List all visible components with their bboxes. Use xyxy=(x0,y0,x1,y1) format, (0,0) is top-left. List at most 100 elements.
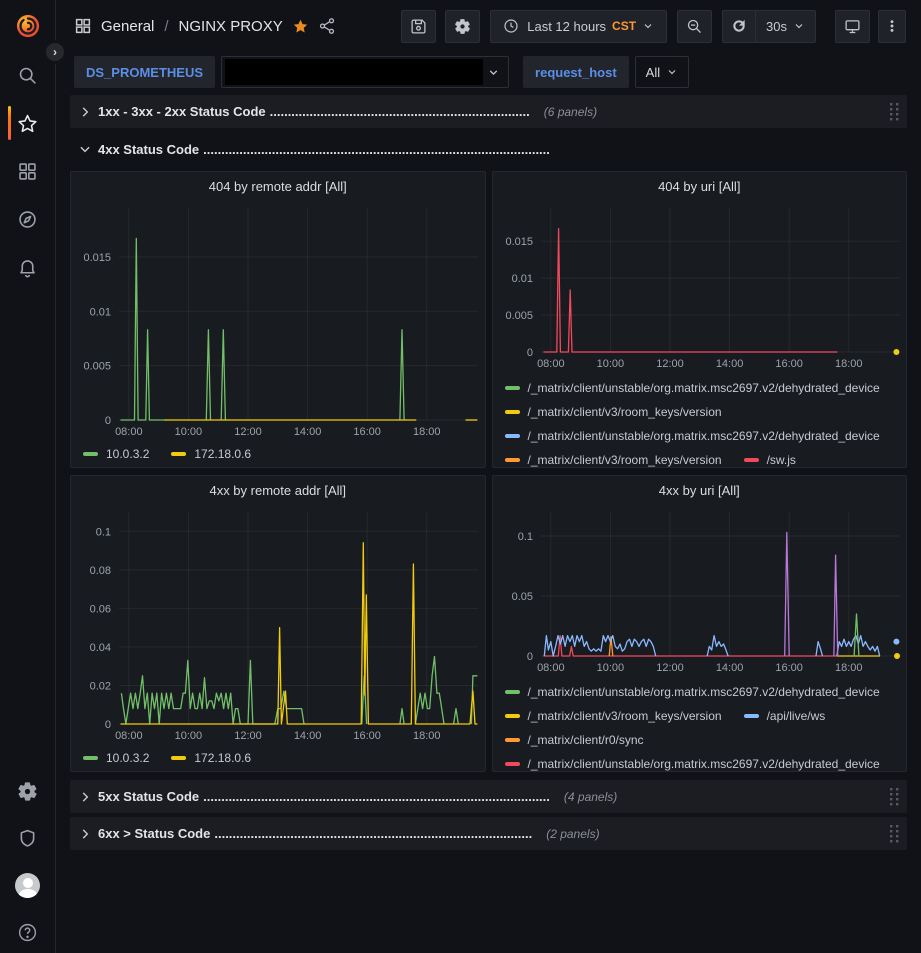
legend-item[interactable]: 10.0.3.2 xyxy=(83,746,149,770)
legend-item[interactable]: /_matrix/client/unstable/org.matrix.msc2… xyxy=(504,424,880,448)
zoom-out-time-button[interactable] xyxy=(677,9,713,43)
dashboards-grid-icon xyxy=(19,162,36,180)
legend-swatch xyxy=(504,690,520,694)
svg-text:08:00: 08:00 xyxy=(115,426,143,438)
share-button[interactable] xyxy=(318,17,336,35)
sidebar-item-help[interactable] xyxy=(0,921,56,943)
chevron-right-icon xyxy=(82,828,89,839)
legend-label: /_matrix/client/unstable/org.matrix.msc2… xyxy=(527,429,880,443)
legend-swatch xyxy=(83,755,98,760)
panel-title[interactable]: 404 by remote addr [All] xyxy=(208,178,347,194)
svg-text:0.01: 0.01 xyxy=(511,273,532,285)
panel-title[interactable]: 4xx by uri [All] xyxy=(658,482,740,498)
legend-item[interactable]: /_matrix/client/unstable/org.matrix.msc2… xyxy=(504,680,880,704)
svg-text:0.1: 0.1 xyxy=(517,531,532,543)
legend-item[interactable]: /_matrix/client/r0/sync xyxy=(504,728,644,752)
save-dashboard-button[interactable] xyxy=(401,9,437,43)
svg-text:12:00: 12:00 xyxy=(234,730,262,742)
panel-title[interactable]: 404 by uri [All] xyxy=(658,178,741,194)
grafana-logo-icon[interactable] xyxy=(14,12,42,40)
legend-label: /sw.js xyxy=(766,453,796,467)
breadcrumb-folder[interactable]: General xyxy=(101,17,155,35)
dashboard-settings-button[interactable] xyxy=(445,9,481,43)
legend-item[interactable]: /_matrix/client/unstable/org.matrix.msc2… xyxy=(504,376,880,400)
timezone-label: CST xyxy=(612,19,637,33)
shield-icon xyxy=(20,829,35,847)
row-4xx[interactable]: 4xx Status Code ........................… xyxy=(70,135,907,163)
more-options-button[interactable] xyxy=(878,9,906,43)
datasource-variable-label: DS_PROMETHEUS xyxy=(74,56,216,88)
legend-item[interactable]: 172.18.0.6 xyxy=(171,442,251,466)
row-panel-count: (4 panels) xyxy=(563,789,618,804)
panel-title[interactable]: 4xx by remote addr [All] xyxy=(209,482,347,498)
refresh-interval-dropdown[interactable]: 30s xyxy=(755,9,816,43)
toolbar: Last 12 hours CST 30s xyxy=(401,9,906,43)
legend-item[interactable]: 10.0.3.2 xyxy=(83,442,149,466)
svg-text:12:00: 12:00 xyxy=(234,426,262,438)
legend-label: /api/live/ws xyxy=(766,709,826,723)
legend-swatch xyxy=(743,714,759,718)
sidebar-item-explore[interactable] xyxy=(0,208,56,230)
legend-item[interactable]: 172.18.0.6 xyxy=(171,746,251,770)
legend-item[interactable]: /api/live/ws xyxy=(743,704,826,728)
sidebar-expand-button[interactable]: › xyxy=(43,40,67,64)
row-title-dots: ........................................… xyxy=(269,104,530,119)
row-title-dots: ........................................… xyxy=(203,789,550,804)
time-series-chart[interactable]: 08:00 10:00 12:00 14:00 16:00 18:00 0 0.005 0.01… xyxy=(71,200,486,440)
row-drag-handle[interactable] xyxy=(888,823,901,845)
datasource-value-redacted xyxy=(225,59,484,85)
legend-label: 10.0.3.2 xyxy=(106,750,150,765)
legend-label: /_matrix/client/v3/room_keys/version xyxy=(527,453,722,467)
sidebar-item-admin[interactable] xyxy=(0,827,56,849)
sidebar-item-profile[interactable] xyxy=(0,872,56,898)
row-panel-count: (6 panels) xyxy=(543,104,598,119)
time-series-chart[interactable]: 08:00 10:00 12:00 14:00 16:00 18:00 0 0.005 0.01… xyxy=(493,200,908,372)
legend-item[interactable]: /sw.js xyxy=(743,448,796,467)
sidebar-item-settings[interactable] xyxy=(0,780,56,802)
sidebar-item-search[interactable] xyxy=(0,64,56,86)
svg-text:0.02: 0.02 xyxy=(90,680,111,692)
svg-text:0.005: 0.005 xyxy=(505,310,533,322)
legend-item[interactable]: /_matrix/client/v3/room_keys/version xyxy=(504,400,722,424)
sidebar-item-starred[interactable] xyxy=(0,106,56,140)
dashboard-title[interactable]: NGINX PROXY xyxy=(178,17,283,35)
row-6xx[interactable]: 6xx > Status Code ......................… xyxy=(70,817,907,850)
legend-swatch xyxy=(504,714,520,718)
time-series-chart[interactable]: 08:00 10:00 12:00 14:00 16:00 18:00 0 0.02 0.04 0… xyxy=(71,504,486,744)
row-5xx[interactable]: 5xx Status Code ........................… xyxy=(70,780,907,813)
legend-swatch xyxy=(83,451,98,456)
legend-swatch xyxy=(504,738,520,742)
time-range-picker[interactable]: Last 12 hours CST xyxy=(490,9,668,43)
panel-404-by-remote-addr: 404 by remote addr [All] 08:00 10:00 12:00… xyxy=(70,171,486,468)
legend-item[interactable]: /_matrix/client/v3/room_keys/version xyxy=(504,448,722,467)
refresh-button[interactable] xyxy=(722,9,756,43)
tv-mode-button[interactable] xyxy=(835,9,870,43)
legend-item[interactable]: /_matrix/client/unstable/org.matrix.msc2… xyxy=(504,752,880,771)
row-drag-handle[interactable] xyxy=(888,786,901,808)
svg-text:0.015: 0.015 xyxy=(83,252,111,264)
svg-text:08:00: 08:00 xyxy=(115,730,143,742)
favorite-star-button[interactable] xyxy=(292,18,309,35)
breadcrumb-separator: / xyxy=(164,17,169,35)
datasource-variable-dropdown[interactable] xyxy=(221,56,510,88)
row-drag-handle[interactable] xyxy=(888,101,901,123)
svg-text:16:00: 16:00 xyxy=(775,662,803,674)
time-series-chart[interactable]: 08:00 10:00 12:00 14:00 16:00 18:00 0 0.05 0.1 xyxy=(493,504,908,676)
legend-label: 172.18.0.6 xyxy=(194,446,252,461)
sidebar-item-alerting[interactable] xyxy=(0,256,56,278)
svg-text:16:00: 16:00 xyxy=(775,358,803,370)
svg-text:0: 0 xyxy=(526,651,532,663)
svg-text:10:00: 10:00 xyxy=(175,730,203,742)
row-1xx-3xx-2xx[interactable]: 1xx - 3xx - 2xx Status Code ............… xyxy=(70,95,907,128)
row-title-dots: ........................................… xyxy=(203,141,550,157)
legend-label: 172.18.0.6 xyxy=(194,750,252,765)
breadcrumb: General / NGINX PROXY xyxy=(74,17,283,35)
svg-text:14:00: 14:00 xyxy=(294,426,322,438)
legend-item[interactable]: /_matrix/client/v3/room_keys/version xyxy=(504,704,722,728)
legend-swatch xyxy=(171,755,187,760)
gear-icon xyxy=(18,781,37,801)
legend-label: 10.0.3.2 xyxy=(106,446,150,461)
sidebar-item-dashboards[interactable] xyxy=(0,160,56,182)
compass-icon xyxy=(19,210,36,228)
request-host-variable-dropdown[interactable]: All xyxy=(634,56,690,88)
